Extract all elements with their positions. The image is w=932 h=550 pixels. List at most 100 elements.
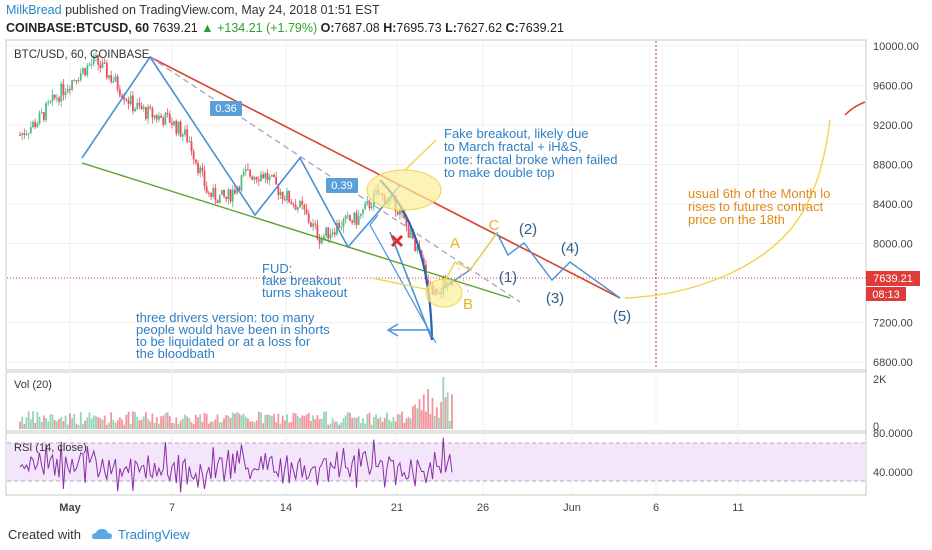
candle-body — [301, 200, 304, 205]
low-label: L: — [445, 21, 457, 35]
wave-label: B — [463, 296, 473, 313]
volume-bar — [390, 421, 393, 429]
candle-body — [247, 169, 249, 171]
volume-bar — [435, 407, 438, 429]
note-three-drivers-line: people would have been in shorts — [136, 322, 330, 337]
candle-body — [171, 122, 173, 126]
green-trendline[interactable] — [81, 162, 511, 299]
volume-bar — [114, 422, 117, 429]
candle-body — [218, 194, 221, 204]
candle-body — [99, 64, 102, 68]
volume-bar — [255, 420, 258, 429]
candle-body — [216, 200, 219, 204]
candle-body — [314, 223, 317, 225]
candle-body — [277, 184, 280, 196]
candle-body — [21, 133, 24, 136]
main-pane[interactable] — [5, 39, 867, 371]
volume-bar — [29, 419, 32, 429]
volume-bar — [38, 416, 41, 429]
fake-breakout-highlight[interactable] — [366, 169, 442, 211]
volume-bar — [75, 423, 78, 429]
volume-bar — [190, 422, 193, 429]
candle-body — [296, 207, 299, 210]
price-tick-label: 8400.00 — [873, 199, 913, 211]
price-change: ▲ +134.21 (+1.79%) — [201, 21, 318, 35]
volume-bar — [329, 423, 332, 429]
volume-bar — [136, 416, 139, 429]
candle-body — [114, 76, 117, 82]
volume-bar — [325, 411, 327, 429]
bottom-highlight[interactable] — [425, 278, 463, 308]
fib-label-036: 0.36 — [215, 103, 236, 115]
volume-bar — [129, 423, 132, 429]
candle-body — [225, 196, 228, 200]
volume-bar — [305, 414, 308, 429]
volume-bar — [401, 411, 403, 429]
candle-body — [158, 115, 160, 120]
volume-bar — [409, 418, 412, 429]
volume-bar — [351, 417, 354, 429]
note-three-drivers-line: to be liquidated or at a loss for — [136, 334, 311, 349]
candle-body — [325, 227, 327, 237]
candle-body — [25, 133, 28, 135]
volume-bar — [277, 413, 280, 429]
candle-body — [346, 215, 349, 217]
candle-body — [105, 63, 108, 78]
volume-bar — [247, 418, 249, 429]
volume-bar — [53, 419, 56, 429]
volume-bar — [418, 399, 421, 429]
volume-bar — [188, 418, 191, 429]
candle-body — [121, 95, 123, 98]
note-connector-top — [404, 139, 437, 171]
volume-bar — [370, 424, 373, 429]
candle-body — [353, 212, 356, 223]
volume-bar — [377, 418, 380, 429]
candle-body — [134, 108, 136, 112]
volume-bar — [49, 414, 52, 429]
volume-bar — [359, 423, 362, 429]
candle-body — [412, 229, 414, 239]
candle-body — [147, 106, 149, 119]
abc-projection[interactable] — [439, 232, 498, 291]
volume-bar — [168, 416, 171, 429]
blue-tick — [369, 214, 379, 226]
volume-bars — [19, 377, 453, 429]
volume-bar — [427, 389, 430, 429]
volume-bar — [375, 414, 377, 429]
volume-bar — [240, 415, 243, 429]
volume-bar — [186, 416, 189, 429]
volume-bar — [210, 421, 212, 429]
volume-bar — [147, 418, 149, 429]
price-axis[interactable]: 10000.00 9600.00 9200.00 8800.00 8400.00 8000… — [873, 41, 919, 479]
candle-body — [201, 167, 204, 171]
author-link[interactable]: MilkBread — [6, 3, 62, 17]
volume-bar — [312, 415, 314, 429]
volume-bar — [425, 411, 427, 429]
candle-body — [220, 189, 223, 195]
volume-bar — [82, 423, 84, 429]
volume-bar — [99, 417, 102, 429]
blue-pattern-lines[interactable] — [81, 55, 401, 249]
candle-body — [214, 187, 217, 201]
candle-body — [275, 177, 278, 185]
wave-label: (5) — [613, 308, 631, 325]
candle-body — [151, 108, 154, 118]
tradingview-link[interactable]: TradingView — [118, 527, 190, 542]
tradingview-cloud-icon — [92, 529, 112, 539]
candle-body — [288, 190, 291, 203]
volume-bar — [192, 424, 195, 429]
candle-body — [242, 171, 245, 176]
volume-bar — [342, 418, 345, 429]
yellow-projection-curve[interactable] — [624, 119, 831, 299]
candle-body — [42, 112, 45, 120]
time-tick-label: May — [59, 502, 81, 514]
volume-bar — [151, 413, 154, 429]
time-axis[interactable]: May 7 14 21 26 Jun 6 11 — [59, 502, 743, 514]
volume-bar — [97, 417, 100, 429]
volume-bar — [429, 413, 432, 429]
volume-bar — [416, 408, 419, 429]
candle-body — [268, 176, 271, 181]
volume-bar — [327, 424, 330, 429]
candle-body — [355, 212, 358, 225]
